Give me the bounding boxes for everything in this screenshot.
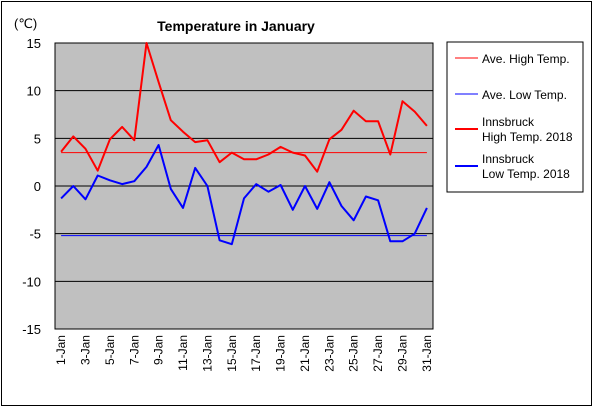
y-tick-label: -10 — [22, 274, 41, 289]
legend-label: Ave. Low Temp. — [482, 88, 567, 102]
legend-label: Innsbruck — [482, 115, 535, 129]
y-tick-label: 10 — [27, 84, 41, 99]
x-tick-label: 27-Jan — [371, 335, 385, 372]
y-tick-label: 0 — [34, 179, 41, 194]
chart-title: Temperature in January — [157, 18, 315, 34]
x-tick-label: 7-Jan — [127, 335, 141, 365]
y-tick-label: -15 — [22, 322, 41, 337]
x-axis-ticks: 1-Jan 3-Jan 5-Jan 7-Jan 9-Jan 11-Jan 13-Jan 15-… — [54, 335, 434, 372]
x-tick-label: 9-Jan — [152, 335, 166, 365]
legend-label: Innsbruck — [482, 152, 535, 166]
y-tick-label: 15 — [27, 36, 41, 51]
y-axis-ticks: 15 10 5 0 -5 -10 -15 — [22, 36, 41, 337]
x-tick-label: 11-Jan — [176, 335, 190, 371]
series-lines — [60, 42, 428, 246]
y-axis-unit: (℃) — [14, 16, 37, 31]
y-tick-label: -5 — [29, 227, 41, 242]
x-tick-label: 29-Jan — [396, 335, 410, 372]
x-tick-label: 23-Jan — [322, 335, 336, 372]
x-tick-label: 1-Jan — [54, 335, 68, 365]
legend-label: Low Temp. 2018 — [482, 167, 570, 181]
legend-label: Ave. High Temp. — [482, 52, 570, 66]
series-line-2 — [60, 42, 428, 173]
x-tick-label: 25-Jan — [347, 335, 361, 372]
gridlines — [55, 90, 433, 282]
x-tick-label: 13-Jan — [200, 335, 214, 372]
legend: Ave. High Temp.Ave. Low Temp.InnsbruckHi… — [455, 52, 573, 181]
series-line-3 — [60, 144, 428, 246]
x-tick-label: 15-Jan — [225, 335, 239, 372]
x-tick-label: 19-Jan — [274, 335, 288, 372]
legend-box — [446, 41, 584, 193]
x-tick-label: 17-Jan — [249, 335, 263, 372]
x-tick-label: 21-Jan — [298, 335, 312, 372]
x-tick-label: 31-Jan — [420, 335, 434, 372]
legend-label: High Temp. 2018 — [482, 130, 573, 144]
y-tick-label: 5 — [34, 131, 41, 146]
x-tick-label: 5-Jan — [103, 335, 117, 365]
x-tick-label: 3-Jan — [78, 335, 92, 365]
